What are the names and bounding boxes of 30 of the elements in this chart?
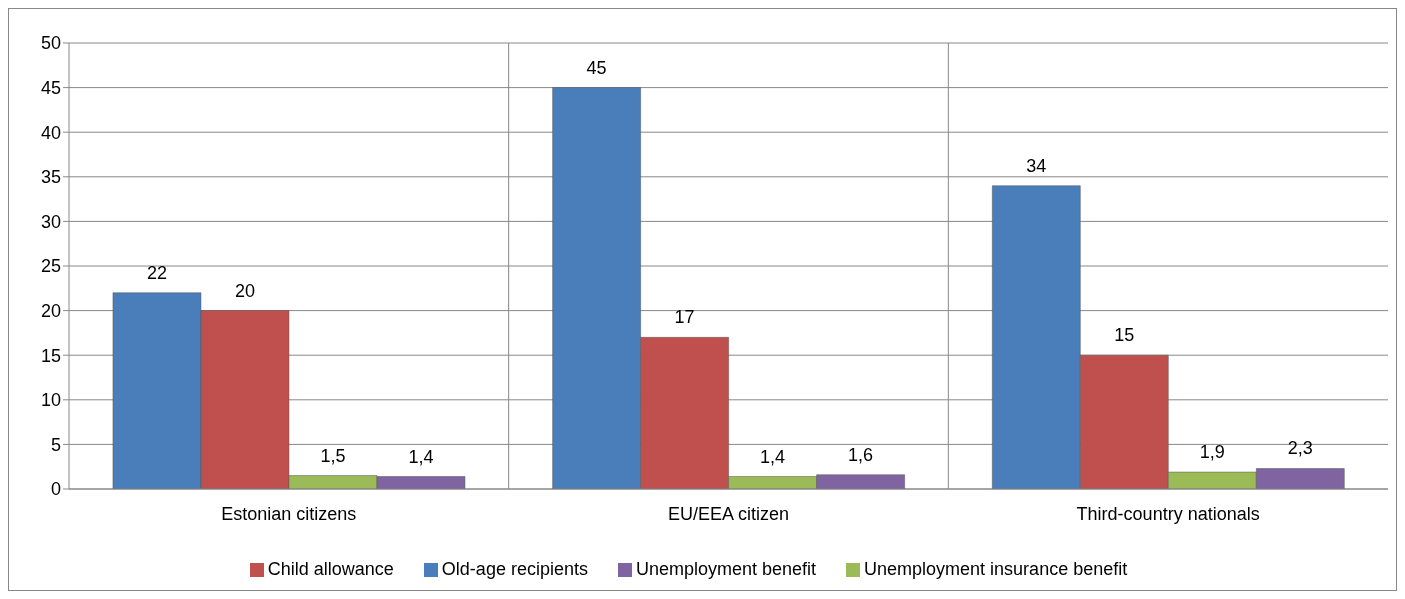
x-tick-label: Third-country nationals [1076,503,1260,524]
data-label: 1,5 [320,445,346,466]
y-tick-label: 25 [40,256,61,277]
y-tick-label: 40 [40,122,61,143]
x-tick-label: EU/EEA citizen [667,503,790,524]
legend-label: Old-age recipients [441,559,588,579]
y-tick-label: 15 [40,345,61,366]
data-label: 1,6 [848,444,874,465]
y-tick-label: 10 [40,390,61,411]
data-label: 1,4 [408,446,434,467]
y-tick-label: 0 [50,479,61,500]
data-label: 1,4 [760,446,786,467]
x-tick-label: Estonian citizens [221,503,357,524]
legend-label: Unemployment benefit [635,559,817,579]
y-tick-label: 30 [40,211,61,232]
y-tick-label: 50 [40,33,61,54]
data-label: 15 [1114,325,1135,346]
data-label: 2,3 [1287,438,1313,459]
y-tick-label: 35 [40,167,61,188]
data-label: 1,9 [1199,442,1225,463]
legend-label: Child allowance [267,559,394,579]
y-tick-label: 45 [40,77,61,98]
data-label: 20 [234,280,255,301]
y-tick-label: 5 [50,434,61,455]
legend-label: Unemployment insurance benefit [864,559,1128,579]
data-label: 22 [146,262,167,283]
data-label: 34 [1026,155,1047,176]
data-label: 17 [674,307,695,328]
data-label: 45 [586,57,607,78]
y-tick-label: 20 [40,300,61,321]
